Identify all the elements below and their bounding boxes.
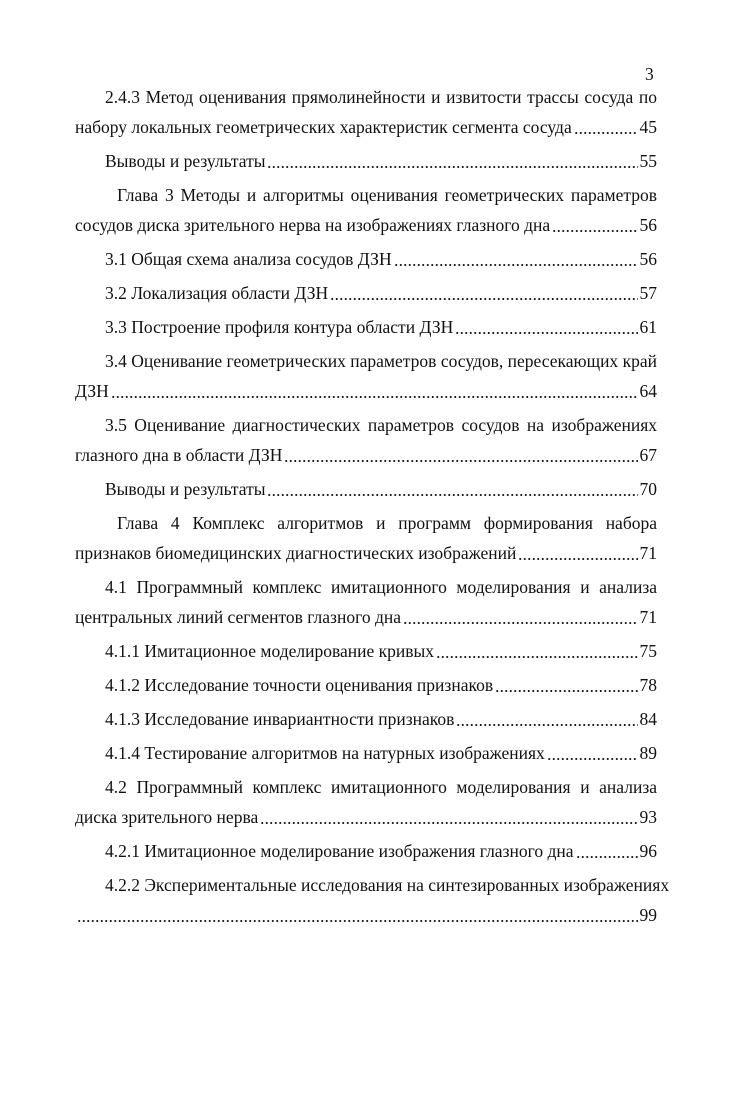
entry-line: сосудов диска зрительного нерва на изобр… xyxy=(75,215,551,235)
toc-entry: 4.1 Программный комплекс имитационного м… xyxy=(75,572,657,632)
toc-entry: 3.4 Оценивание геометрических параметров… xyxy=(75,346,657,406)
page-ref: 55 xyxy=(639,151,658,171)
entry-line: 3.5 Оценивание диагностических параметро… xyxy=(105,415,657,435)
page-ref: 75 xyxy=(639,641,658,661)
toc-entry: 3.5 Оценивание диагностических параметро… xyxy=(75,410,657,470)
page-ref: 67 xyxy=(639,445,658,465)
page-ref: 56 xyxy=(639,215,658,235)
entry-line: Глава 3 Методы и алгоритмы оценивания ге… xyxy=(117,185,657,205)
page-ref: 64 xyxy=(639,381,658,401)
toc-entry: 3.3 Построение профиля контура области Д… xyxy=(75,312,657,342)
toc-entry: 4.2.1 Имитационное моделирование изображ… xyxy=(75,836,657,866)
entry-line: Глава 4 Комплекс алгоритмов и программ ф… xyxy=(117,513,657,533)
entry-line: 4.1.1 Имитационное моделирование кривых xyxy=(105,641,435,661)
entry-line: набору локальных геометрических характер… xyxy=(75,117,572,137)
toc-entry: 4.1.4 Тестирование алгоритмов на натурны… xyxy=(75,738,657,768)
page-number: 3 xyxy=(645,64,654,84)
page-ref: 96 xyxy=(639,841,658,861)
toc-entry: Глава 3 Методы и алгоритмы оценивания ге… xyxy=(75,180,657,240)
page-ref: 84 xyxy=(639,709,658,729)
entry-line: 2.4.3 Метод оценивания прямолинейности и… xyxy=(105,87,657,107)
entry-line: центральных линий сегментов глазного дна xyxy=(75,607,401,627)
entry-line: диска зрительного нерва xyxy=(75,807,259,827)
entry-line: 4.1.4 Тестирование алгоритмов на натурны… xyxy=(105,743,545,763)
toc-entry: 3.1 Общая схема анализа сосудов ДЗН 56 xyxy=(75,244,657,274)
toc-entry: 3.2 Локализация области ДЗН 57 xyxy=(75,278,657,308)
toc-entry: 4.1.2 Исследование точности оценивания п… xyxy=(75,670,657,700)
entry-line: Выводы и результаты xyxy=(105,151,266,171)
page-ref: 78 xyxy=(639,675,658,695)
entry-line: 3.2 Локализация области ДЗН xyxy=(105,283,329,303)
entry-line: 4.2.2 Экспериментальные исследования на … xyxy=(105,875,670,895)
toc-entry: 4.1.3 Исследование инвариантности призна… xyxy=(75,704,657,734)
page-ref: 99 xyxy=(639,905,658,925)
entry-line: 3.3 Построение профиля контура области Д… xyxy=(105,317,454,337)
entry-line: Выводы и результаты xyxy=(105,479,266,499)
page-ref: 45 xyxy=(639,117,658,137)
toc-entry: Глава 4 Комплекс алгоритмов и программ ф… xyxy=(75,508,657,568)
entry-line: ДЗН xyxy=(75,381,109,401)
entry-line: признаков биомедицинских диагностических… xyxy=(75,543,517,563)
toc-entry: Выводы и результаты 70 xyxy=(75,474,657,504)
entry-line: 4.1.3 Исследование инвариантности призна… xyxy=(105,709,455,729)
page-ref: 71 xyxy=(639,543,658,563)
toc-entry: 4.1.1 Имитационное моделирование кривых 7… xyxy=(75,636,657,666)
page-ref: 93 xyxy=(639,807,658,827)
toc-entry: 4.2 Программный комплекс имитационного м… xyxy=(75,772,657,832)
entry-line: 3.1 Общая схема анализа сосудов ДЗН xyxy=(105,249,392,269)
entry-line: 3.4 Оценивание геометрических параметров… xyxy=(105,351,657,371)
page-ref: 57 xyxy=(639,283,658,303)
page-ref: 89 xyxy=(639,743,658,763)
table-of-contents: 2.4.3 Метод оценивания прямолинейности и… xyxy=(75,82,670,934)
toc-entry: Выводы и результаты 55 xyxy=(75,146,657,176)
entry-line: 4.1.2 Исследование точности оценивания п… xyxy=(105,675,494,695)
entry-line: глазного дна в области ДЗН xyxy=(75,445,283,465)
entry-line: 4.2 Программный комплекс имитационного м… xyxy=(105,777,657,797)
page-ref: 71 xyxy=(639,607,658,627)
page-ref: 61 xyxy=(639,317,658,337)
page-ref: 56 xyxy=(639,249,658,269)
toc-entry: 4.2.2 Экспериментальные исследования на … xyxy=(75,870,670,930)
toc-entry: 2.4.3 Метод оценивания прямолинейности и… xyxy=(75,82,657,142)
page-ref: 70 xyxy=(639,479,658,499)
entry-line: 4.1 Программный комплекс имитационного м… xyxy=(105,577,657,597)
entry-line: 4.2.1 Имитационное моделирование изображ… xyxy=(105,841,574,861)
